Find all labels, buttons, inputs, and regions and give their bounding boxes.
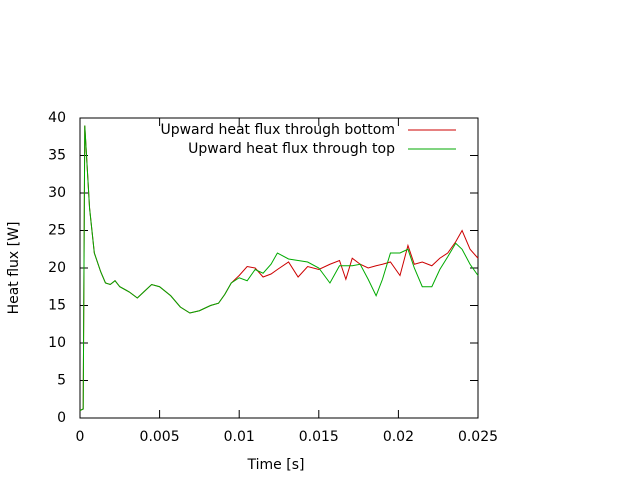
x-tick-label: 0.015: [299, 429, 339, 445]
y-tick-label: 25: [48, 223, 66, 239]
legend-label: Upward heat flux through top: [188, 141, 395, 157]
x-tick-label: 0.02: [383, 429, 414, 445]
y-tick-label: 10: [48, 335, 66, 351]
series-line: [79, 125, 479, 411]
x-tick-label: 0.025: [458, 429, 498, 445]
series-line: [79, 125, 479, 411]
y-tick-label: 30: [48, 185, 66, 201]
y-tick-label: 35: [48, 148, 66, 164]
y-tick-label: 5: [57, 373, 66, 389]
y-tick-label: 40: [48, 110, 66, 126]
x-axis-label: Time [s]: [247, 457, 305, 473]
y-axis-label: Heat flux [W]: [6, 222, 22, 315]
y-tick-label: 15: [48, 298, 66, 314]
x-tick-label: 0: [76, 429, 85, 445]
y-tick-label: 0: [57, 410, 66, 426]
x-tick-label: 0.01: [224, 429, 255, 445]
x-tick-label: 0.005: [140, 429, 180, 445]
legend-label: Upward heat flux through bottom: [160, 122, 395, 138]
y-tick-label: 20: [48, 260, 66, 276]
